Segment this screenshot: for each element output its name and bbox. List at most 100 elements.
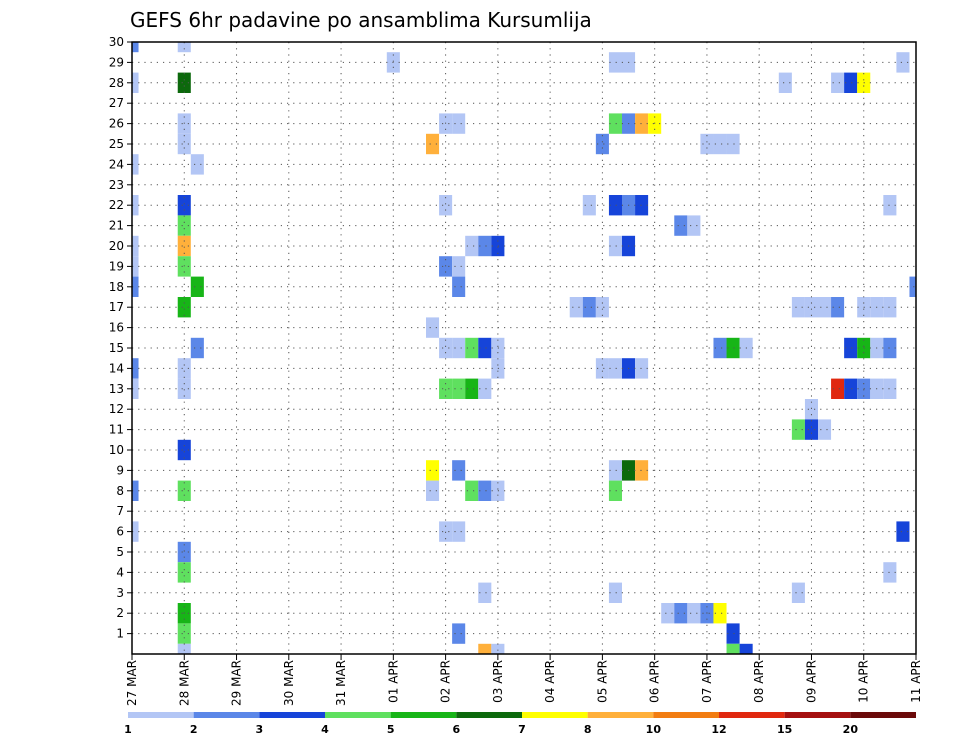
plot-frame — [131, 41, 917, 655]
heatmap-cell — [739, 643, 753, 654]
heatmap-cell — [582, 195, 596, 216]
y-tick-label: 6 — [116, 525, 124, 539]
heatmap-cell — [478, 337, 492, 359]
y-tick-label: 28 — [109, 76, 124, 90]
x-tick-label: 03 APR — [491, 660, 505, 703]
heatmap-cell — [452, 256, 466, 277]
heatmap-cell — [726, 337, 740, 359]
y-tick-label: 20 — [109, 239, 124, 253]
x-tick-label: 11 APR — [909, 660, 923, 703]
colorbar-label: 5 — [387, 723, 395, 736]
x-tick-label: 27 MAR — [125, 660, 139, 706]
colorbar-swatch — [390, 712, 457, 718]
colorbar-label: 10 — [646, 723, 662, 736]
x-tick-label: 10 APR — [857, 660, 871, 703]
heatmap-cell — [177, 42, 191, 53]
y-axis-ticks: 1234567891011121314151617181920212223242… — [109, 35, 132, 641]
y-tick-label: 8 — [116, 484, 124, 498]
heatmap-cell — [595, 133, 609, 155]
colorbar-label: 7 — [518, 723, 526, 736]
heatmap-cell — [132, 276, 139, 297]
colorbar-label: 2 — [190, 723, 198, 736]
heatmap-cell — [896, 52, 910, 73]
heatmap-cell — [426, 480, 440, 501]
heatmap-cell — [452, 378, 466, 399]
heatmap-cell — [791, 297, 805, 318]
heatmap-cell — [674, 603, 688, 624]
colorbar-label: 1 — [124, 723, 132, 736]
heatmap-cell — [439, 195, 453, 216]
x-tick-label: 02 APR — [439, 660, 453, 703]
heatmap-cell — [478, 480, 492, 501]
heatmap-cell — [177, 133, 191, 155]
x-tick-label: 30 MAR — [282, 660, 296, 706]
heatmap-cell — [883, 195, 897, 216]
heatmap-cell — [478, 235, 492, 257]
heatmap-cell — [883, 378, 897, 399]
y-tick-label: 13 — [109, 382, 124, 396]
y-tick-label: 19 — [109, 259, 124, 273]
heatmap-cell — [426, 460, 440, 481]
y-tick-label: 1 — [116, 627, 124, 641]
y-tick-label: 11 — [109, 423, 124, 437]
heatmap-cell — [831, 378, 845, 399]
heatmap-cell — [132, 378, 139, 399]
plot-border — [131, 41, 917, 655]
y-tick-label: 24 — [109, 157, 124, 171]
heatmap-cell — [700, 133, 714, 155]
heatmap-cell — [491, 643, 505, 654]
colorbar: 1 2 3 4 5 6 7 8 10 12 15 20 — [124, 712, 916, 736]
grid-lines — [132, 42, 916, 654]
heatmap-cell — [177, 215, 191, 236]
heatmap-cells — [132, 42, 916, 654]
heatmap-cell — [896, 521, 910, 542]
colorbar-label: 4 — [321, 723, 329, 736]
heatmap-cell — [844, 378, 858, 399]
heatmap-cell — [608, 582, 622, 603]
y-tick-label: 21 — [109, 219, 124, 233]
heatmap-cell — [608, 235, 622, 257]
heatmap-cell — [608, 460, 622, 481]
y-tick-label: 5 — [116, 545, 124, 559]
heatmap-cell — [177, 439, 191, 461]
heatmap-cell — [608, 195, 622, 216]
y-tick-label: 23 — [109, 178, 124, 192]
heatmap-cell — [426, 133, 440, 155]
y-tick-label: 30 — [109, 35, 124, 49]
heatmap-cell — [582, 297, 596, 318]
heatmap-cell — [726, 133, 740, 155]
heatmap-cell — [177, 643, 191, 654]
heatmap-cell — [818, 297, 832, 318]
colorbar-label: 15 — [777, 723, 792, 736]
heatmap-cell — [831, 297, 845, 318]
x-tick-label: 06 APR — [648, 660, 662, 703]
colorbar-swatch — [456, 712, 522, 718]
heatmap-cell — [883, 337, 897, 359]
colorbar-swatch — [653, 712, 719, 718]
y-tick-label: 4 — [116, 565, 124, 579]
colorbar-label: 20 — [843, 723, 859, 736]
heatmap-cell — [439, 378, 453, 399]
heatmap-cell — [132, 256, 139, 277]
heatmap-cell — [177, 480, 191, 501]
heatmap-cell — [713, 603, 727, 624]
colorbar-label: 3 — [256, 723, 264, 736]
x-tick-label: 08 APR — [752, 660, 766, 703]
y-tick-label: 16 — [109, 321, 124, 335]
heatmap-cell — [465, 378, 479, 399]
colorbar-swatch — [522, 712, 588, 718]
heatmap-cell — [791, 419, 805, 440]
heatmap-cell — [452, 113, 466, 134]
heatmap-cell — [608, 52, 622, 73]
heatmap-cell — [132, 72, 139, 93]
heatmap-cell — [465, 480, 479, 501]
y-tick-label: 27 — [109, 96, 124, 110]
heatmap-cell — [844, 72, 858, 93]
heatmap-cell — [439, 521, 453, 542]
heatmap-cell — [883, 562, 897, 583]
colorbar-swatch — [259, 712, 325, 718]
x-tick-label: 04 APR — [543, 660, 557, 703]
heatmap-cell — [452, 460, 466, 481]
y-tick-label: 15 — [109, 341, 124, 355]
heatmap-cell — [831, 72, 845, 93]
